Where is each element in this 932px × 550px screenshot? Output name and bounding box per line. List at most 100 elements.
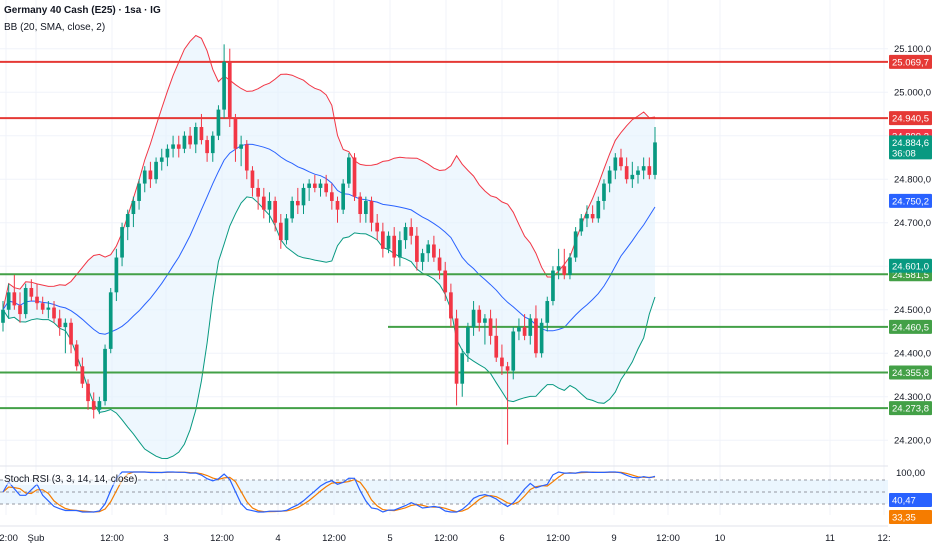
candle <box>426 240 431 262</box>
candle-body <box>335 200 340 210</box>
level-price-label-bg <box>889 401 932 416</box>
candle-body <box>522 327 527 336</box>
candle-body <box>91 401 96 410</box>
candle <box>159 148 164 171</box>
candle <box>97 396 102 415</box>
price-tick-label: 24.800,0 <box>894 175 931 186</box>
candle <box>364 196 368 223</box>
candle <box>182 131 187 154</box>
candle-body <box>562 266 567 275</box>
time-tick-label: 9 <box>611 533 616 544</box>
candle <box>483 314 487 345</box>
candle-body <box>556 266 561 271</box>
candle-body <box>551 270 555 302</box>
candle-body <box>324 183 329 193</box>
candle-body <box>398 240 402 258</box>
candle-body <box>233 118 238 149</box>
time-tick-label: 12:00 <box>434 533 458 544</box>
candle-body <box>23 287 28 315</box>
candle-body <box>460 353 465 384</box>
candle-body <box>415 235 419 262</box>
time-axis[interactable]: 12:00 Şub 12:00 3 12:00 4 12:00 5 12:00 6 12:00 9 12… <box>0 525 891 544</box>
candle-body <box>295 200 300 206</box>
candle-body <box>131 200 136 215</box>
candle <box>103 344 107 406</box>
price-tick-label: 24.300,0 <box>894 392 931 403</box>
candle <box>307 179 311 201</box>
candle <box>636 166 640 184</box>
candle <box>29 279 34 302</box>
candle <box>318 179 323 197</box>
time-tick-label: Şub <box>28 533 45 544</box>
candle-body <box>494 335 499 358</box>
candle-body <box>125 214 130 228</box>
price-tag-label-bg <box>889 193 932 208</box>
candle-body <box>103 348 107 402</box>
candle-body <box>573 231 578 258</box>
price-tick-label: 24.400,0 <box>894 349 931 360</box>
candle <box>329 183 334 210</box>
price-tag-label-bg <box>889 258 932 273</box>
candle-body <box>341 183 346 210</box>
candle <box>602 179 606 210</box>
candle-body <box>63 322 68 328</box>
candle <box>233 113 238 162</box>
candle-body <box>284 218 289 241</box>
time-tick-label: 4 <box>275 533 280 544</box>
candle <box>556 248 561 280</box>
candle <box>568 253 572 280</box>
candle <box>381 222 385 258</box>
stoch-rsi-pane <box>0 465 888 513</box>
candle <box>199 113 204 145</box>
candle-body <box>114 257 119 293</box>
candle <box>137 179 141 210</box>
candle <box>301 183 306 215</box>
candle <box>216 105 221 141</box>
time-tick-label: 6 <box>499 533 504 544</box>
candle <box>573 227 578 262</box>
time-tick-label: 12:00 <box>100 533 124 544</box>
candle-body <box>329 192 334 201</box>
candle-body <box>381 231 385 249</box>
level-price-label: 24.460,5 <box>892 322 929 333</box>
candle-body <box>517 327 521 332</box>
candle-body <box>369 200 374 223</box>
level-price-label-bg <box>889 54 932 69</box>
candle-body <box>483 318 487 323</box>
candle <box>641 157 646 180</box>
candle <box>131 196 136 228</box>
candle-body <box>182 135 187 149</box>
time-tick-label: 12: <box>877 533 890 544</box>
time-tick-label: 12:00 <box>0 533 18 544</box>
candle <box>437 248 442 280</box>
bb-upper-line <box>2 34 656 310</box>
candle-body <box>165 148 170 158</box>
candle <box>505 361 510 445</box>
candle-body <box>86 383 90 402</box>
candle-body <box>307 183 311 188</box>
candle <box>590 205 595 223</box>
candle <box>23 283 28 319</box>
candle <box>227 48 232 128</box>
candle-body <box>500 357 504 367</box>
candle-body <box>97 401 102 410</box>
price-tag-label-countdown: 36:08 <box>892 148 916 159</box>
candle <box>386 231 391 254</box>
candle <box>18 292 22 323</box>
candle-body <box>18 305 22 315</box>
candle-body <box>409 227 414 236</box>
candle <box>1 301 5 332</box>
candle <box>69 318 73 354</box>
candle-body <box>471 309 476 328</box>
candle <box>335 196 340 223</box>
candle-body <box>477 309 482 323</box>
horizontal-levels[interactable] <box>0 60 888 410</box>
candle <box>375 214 380 241</box>
candle <box>534 305 538 358</box>
price-tag-label: 24.750,2 <box>892 196 929 207</box>
candle-body <box>142 170 147 184</box>
bb-fill <box>3 35 655 459</box>
candle-body <box>1 309 5 323</box>
candle <box>403 222 408 249</box>
